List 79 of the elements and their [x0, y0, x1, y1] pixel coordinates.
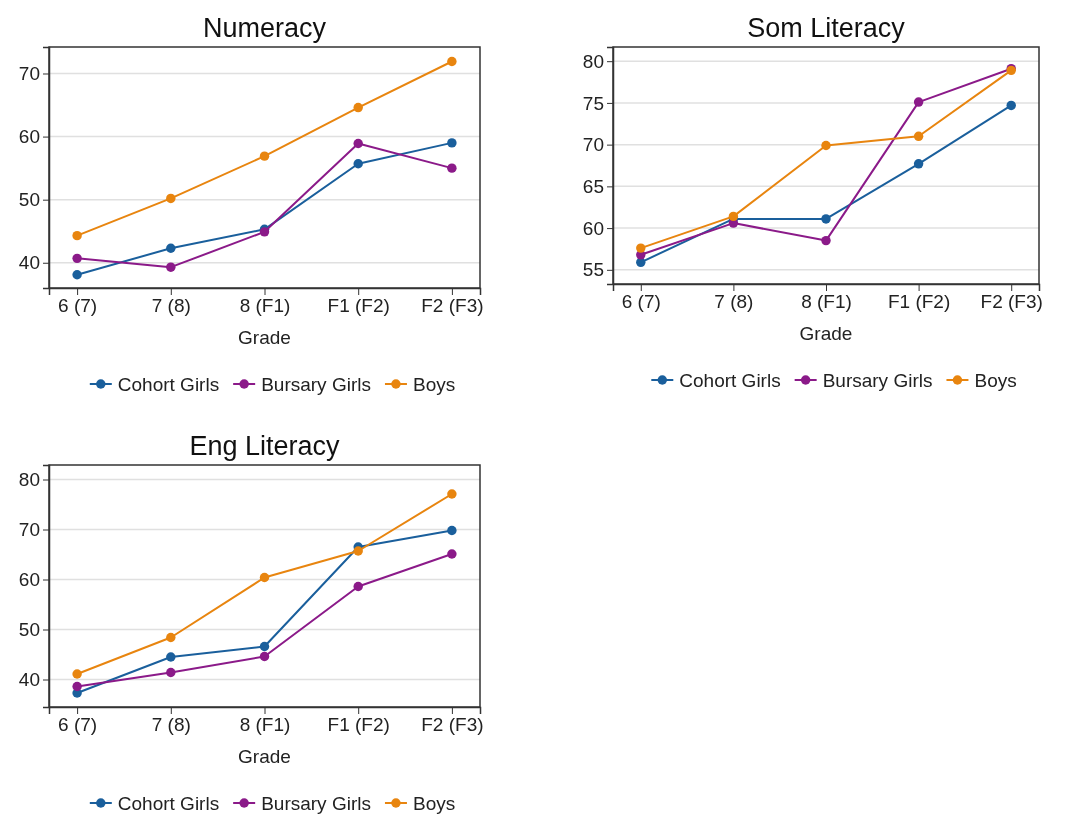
- chart-title: Eng Literacy: [189, 431, 341, 461]
- point: [166, 652, 176, 662]
- point: [166, 193, 176, 204]
- x-tick-label: F1 (F2): [887, 291, 951, 313]
- x-tick-label: F2 (F3): [421, 714, 484, 736]
- y-tick-label: 60: [18, 569, 40, 591]
- y-tick-label: 70: [582, 134, 604, 156]
- x-tick-label: 8 (F1): [801, 291, 852, 313]
- x-tick-label: 6 (7): [621, 291, 661, 313]
- point: [353, 546, 363, 556]
- point: [353, 102, 363, 113]
- y-tick-label: 40: [18, 669, 40, 691]
- y-tick-label: 80: [18, 469, 40, 491]
- point: [447, 56, 457, 67]
- y-tick-label: 50: [18, 619, 40, 641]
- point: [447, 525, 457, 536]
- y-tick-label: 65: [582, 175, 604, 197]
- point: [447, 138, 457, 148]
- y-tick-label: 40: [18, 252, 40, 274]
- x-tick-label: 7 (8): [151, 714, 191, 736]
- x-tick-label: 6 (7): [58, 295, 98, 317]
- x-tick-label: F1 (F2): [327, 714, 390, 736]
- chart-title: Som Literacy: [747, 13, 906, 43]
- x-tick-label: F2 (F3): [980, 291, 1043, 313]
- chart-title: Numeracy: [202, 13, 327, 43]
- point: [353, 138, 363, 149]
- point: [72, 253, 82, 264]
- y-tick-label: 60: [582, 217, 604, 239]
- point: [636, 243, 646, 253]
- x-axis-title: Grade: [238, 746, 291, 767]
- point: [72, 681, 82, 692]
- legend-label: Cohort Girls: [679, 370, 781, 391]
- legend-label: Boys: [974, 370, 1017, 391]
- x-tick-label: 8 (F1): [239, 714, 291, 736]
- legend-label: Cohort Girls: [117, 374, 220, 395]
- point: [821, 214, 831, 224]
- y-tick-label: 75: [582, 92, 604, 114]
- y-tick-label: 55: [582, 259, 604, 281]
- point: [821, 140, 831, 151]
- point: [72, 230, 82, 241]
- point: [353, 581, 363, 592]
- point: [821, 235, 831, 246]
- point: [913, 131, 924, 141]
- point: [166, 262, 176, 272]
- point: [166, 632, 176, 643]
- legend-label: Bursary Girls: [261, 793, 371, 814]
- legend-label: Bursary Girls: [261, 374, 371, 395]
- point: [72, 669, 82, 679]
- x-tick-label: 7 (8): [151, 295, 191, 317]
- point: [166, 243, 176, 253]
- x-axis-title: Grade: [238, 327, 291, 348]
- y-tick-label: 70: [18, 63, 40, 85]
- y-tick-label: 80: [582, 50, 604, 72]
- legend-label: Boys: [412, 793, 456, 814]
- point: [447, 163, 457, 173]
- legend-label: Boys: [412, 374, 456, 395]
- x-tick-label: F2 (F3): [421, 295, 484, 317]
- legend-label: Bursary Girls: [822, 370, 933, 391]
- x-tick-label: 8 (F1): [239, 295, 291, 317]
- x-tick-label: 7 (8): [714, 291, 754, 313]
- point: [72, 270, 82, 280]
- point: [166, 667, 176, 678]
- y-tick-label: 50: [18, 189, 40, 211]
- legend-label: Cohort Girls: [117, 793, 220, 814]
- point: [259, 641, 270, 652]
- point: [913, 159, 924, 169]
- point: [353, 159, 363, 169]
- y-tick-label: 70: [18, 519, 40, 541]
- point: [447, 489, 457, 499]
- x-tick-label: F1 (F2): [327, 295, 390, 317]
- y-tick-label: 60: [18, 126, 40, 148]
- point: [1006, 100, 1016, 111]
- point: [913, 97, 924, 107]
- point: [259, 151, 270, 161]
- point: [259, 651, 270, 662]
- point: [447, 549, 457, 559]
- x-tick-label: 6 (7): [58, 714, 98, 736]
- x-axis-title: Grade: [799, 323, 853, 344]
- point: [259, 572, 270, 583]
